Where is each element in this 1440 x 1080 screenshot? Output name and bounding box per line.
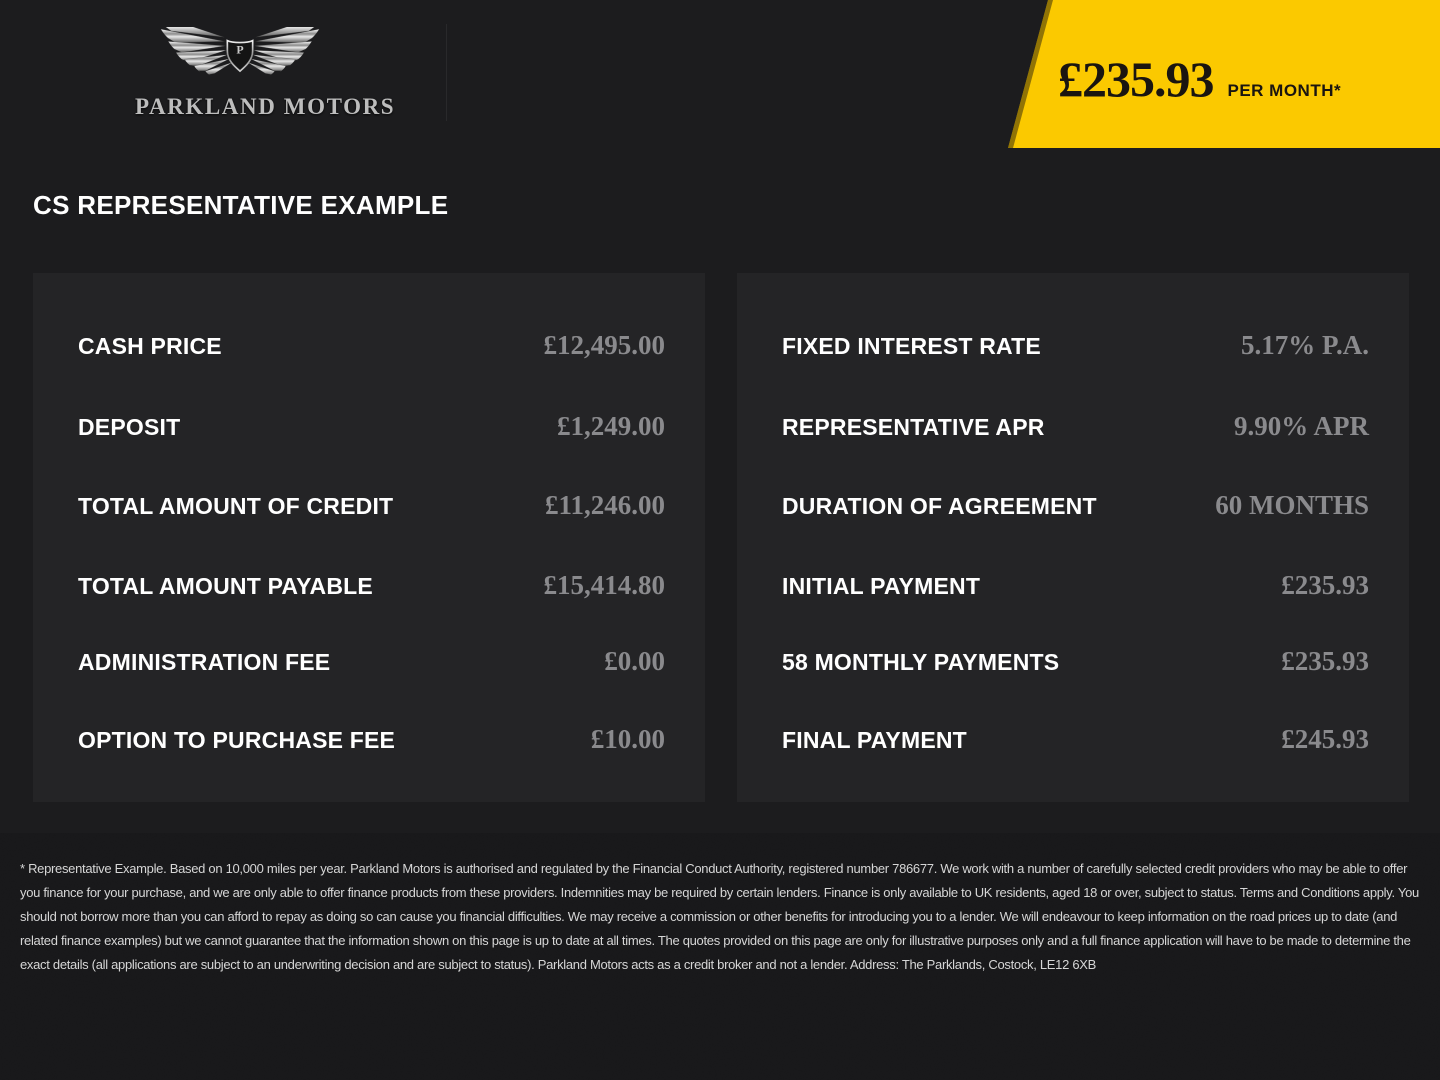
svg-text:P: P bbox=[236, 43, 243, 57]
